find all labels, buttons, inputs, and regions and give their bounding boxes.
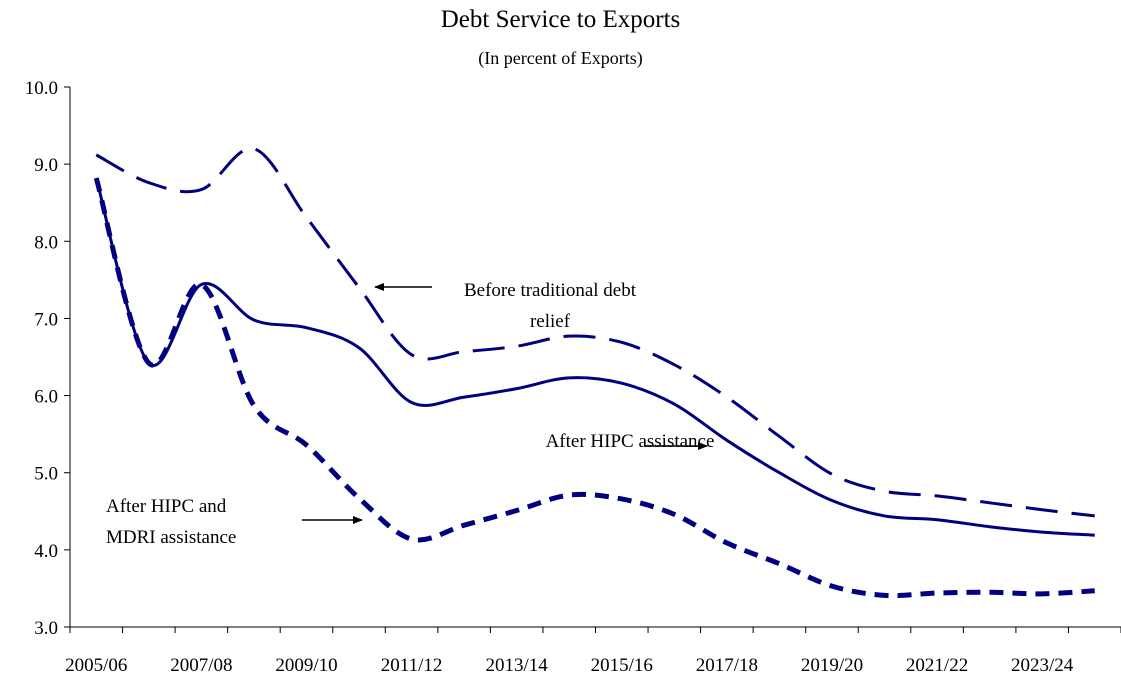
x-tick-label: 2021/22 <box>906 655 968 676</box>
x-tick-label: 2009/10 <box>275 655 337 676</box>
x-tick-label: 2017/18 <box>696 655 758 676</box>
y-tick-label: 5.0 <box>34 464 58 485</box>
y-tick-label: 9.0 <box>34 155 58 176</box>
x-tick-label: 2015/16 <box>591 655 653 676</box>
annotation-text: Before traditional debt <box>464 280 637 301</box>
y-tick-label: 4.0 <box>34 541 58 562</box>
series-line-long-dash <box>95 147 1095 518</box>
x-tick-label: 2007/08 <box>170 655 232 676</box>
x-tick-label: 2005/06 <box>65 655 127 676</box>
annotation-text: relief <box>530 311 571 332</box>
chart-subtitle: (In percent of Exports) <box>478 48 643 68</box>
series-line-short-dash <box>93 177 1095 599</box>
x-tick-label: 2013/14 <box>486 655 549 676</box>
x-tick-label: 2011/12 <box>381 655 443 676</box>
x-tick-label: 2023/24 <box>1011 655 1074 676</box>
y-tick-label: 3.0 <box>34 618 58 639</box>
annotation-text: After HIPC assistance <box>546 431 715 452</box>
y-tick-label: 10.0 <box>25 78 58 99</box>
annotation-text: After HIPC and <box>106 496 227 517</box>
annotation-hipc: After HIPC assistance <box>546 431 715 452</box>
series-line-solid <box>94 177 1095 537</box>
annotation-before: Before traditional debt relief <box>374 280 637 332</box>
y-tick-label: 7.0 <box>34 309 58 330</box>
chart-title: Debt Service to Exports <box>440 6 681 33</box>
annotation-mdri: After HIPC and MDRI assistance <box>106 496 363 548</box>
annotation-text: MDRI assistance <box>106 527 236 548</box>
x-tick-label: 2019/20 <box>801 655 863 676</box>
y-tick-label: 8.0 <box>34 232 58 253</box>
y-tick-label: 6.0 <box>34 387 58 408</box>
